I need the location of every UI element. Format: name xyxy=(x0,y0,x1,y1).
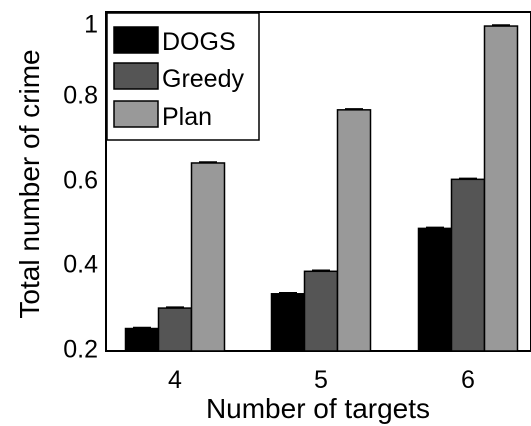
legend-swatch-dogs xyxy=(113,26,159,54)
legend-swatch-plan xyxy=(113,100,159,128)
bar-plan-6 xyxy=(483,25,519,352)
bar-greedy-5 xyxy=(303,270,339,352)
bar-greedy-6 xyxy=(450,178,486,352)
bar-dogs-5 xyxy=(270,293,306,352)
x-tick-label: 6 xyxy=(461,366,475,394)
legend-label-dogs: DOGS xyxy=(162,28,236,56)
x-tick-label: 4 xyxy=(168,366,182,394)
legend-label-greedy: Greedy xyxy=(162,65,244,93)
legend: DOGS Greedy Plan xyxy=(106,12,260,141)
bar-dogs-4 xyxy=(124,327,160,352)
x-axis-title: Number of targets xyxy=(206,393,430,424)
bar-dogs-6 xyxy=(417,227,453,352)
legend-label-plan: Plan xyxy=(162,103,212,131)
y-tick-label: 0.2 xyxy=(63,336,98,364)
bar-greedy-4 xyxy=(157,307,193,352)
legend-swatch-greedy xyxy=(113,62,159,90)
y-tick-label: 0.8 xyxy=(63,82,98,110)
y-axis-title: Total number of crime xyxy=(14,49,45,318)
y-tick-label: 1 xyxy=(84,11,98,39)
bars-group xyxy=(124,24,519,352)
bar-plan-5 xyxy=(336,109,372,352)
y-tick-label: 0.6 xyxy=(63,167,98,195)
y-tick-label: 0.4 xyxy=(63,251,98,279)
bar-plan-4 xyxy=(190,162,226,352)
x-tick-label: 5 xyxy=(314,366,328,394)
